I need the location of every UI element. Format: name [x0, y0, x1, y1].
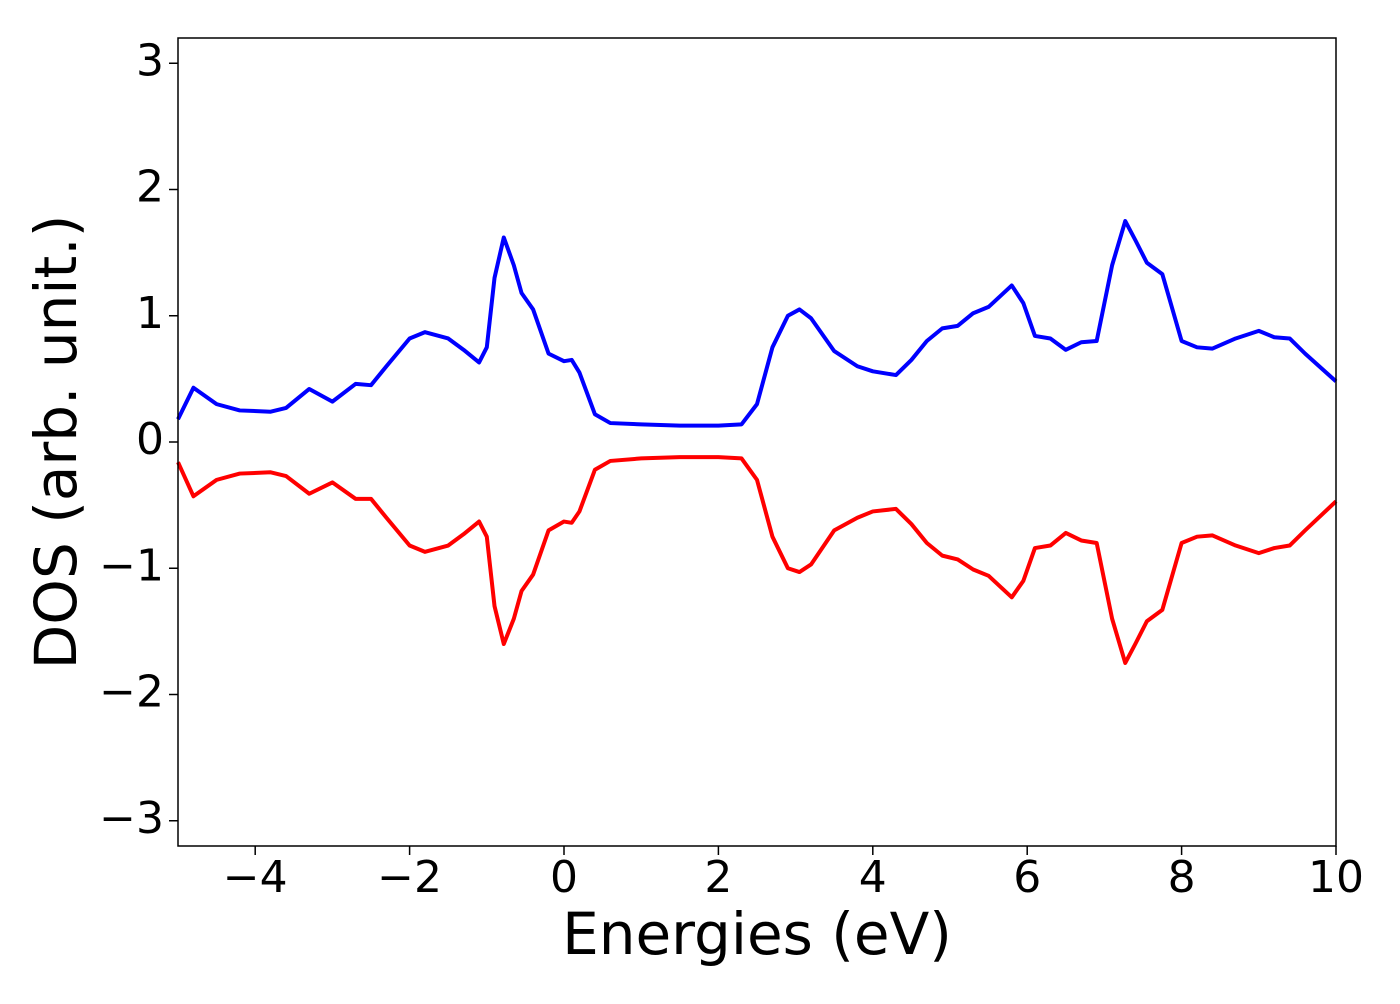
x-tick-label: 4 — [859, 852, 887, 903]
x-tick-label: −4 — [223, 852, 288, 903]
y-tick-label: −3 — [99, 793, 164, 844]
y-tick-label: 3 — [136, 35, 164, 86]
y-tick-label: 1 — [136, 288, 164, 339]
y-tick-label: 2 — [136, 162, 164, 213]
plot-frame — [177, 37, 1337, 847]
x-tick-label: 0 — [550, 852, 578, 903]
x-axis-label: Energies (eV) — [562, 900, 952, 968]
line — [176, 455, 1338, 665]
y-tick-label: 0 — [136, 414, 164, 465]
x-tick-label: 6 — [1013, 852, 1041, 903]
y-tick-label: −2 — [99, 667, 164, 718]
y-tick-label: −1 — [99, 540, 164, 591]
y-axis-label: DOS (arb. unit.) — [22, 215, 90, 670]
line — [176, 219, 1338, 428]
x-tick-label: 8 — [1168, 852, 1196, 903]
x-tick-label: 10 — [1308, 852, 1364, 903]
x-tick-label: −2 — [377, 852, 442, 903]
x-tick-label: 2 — [704, 852, 732, 903]
